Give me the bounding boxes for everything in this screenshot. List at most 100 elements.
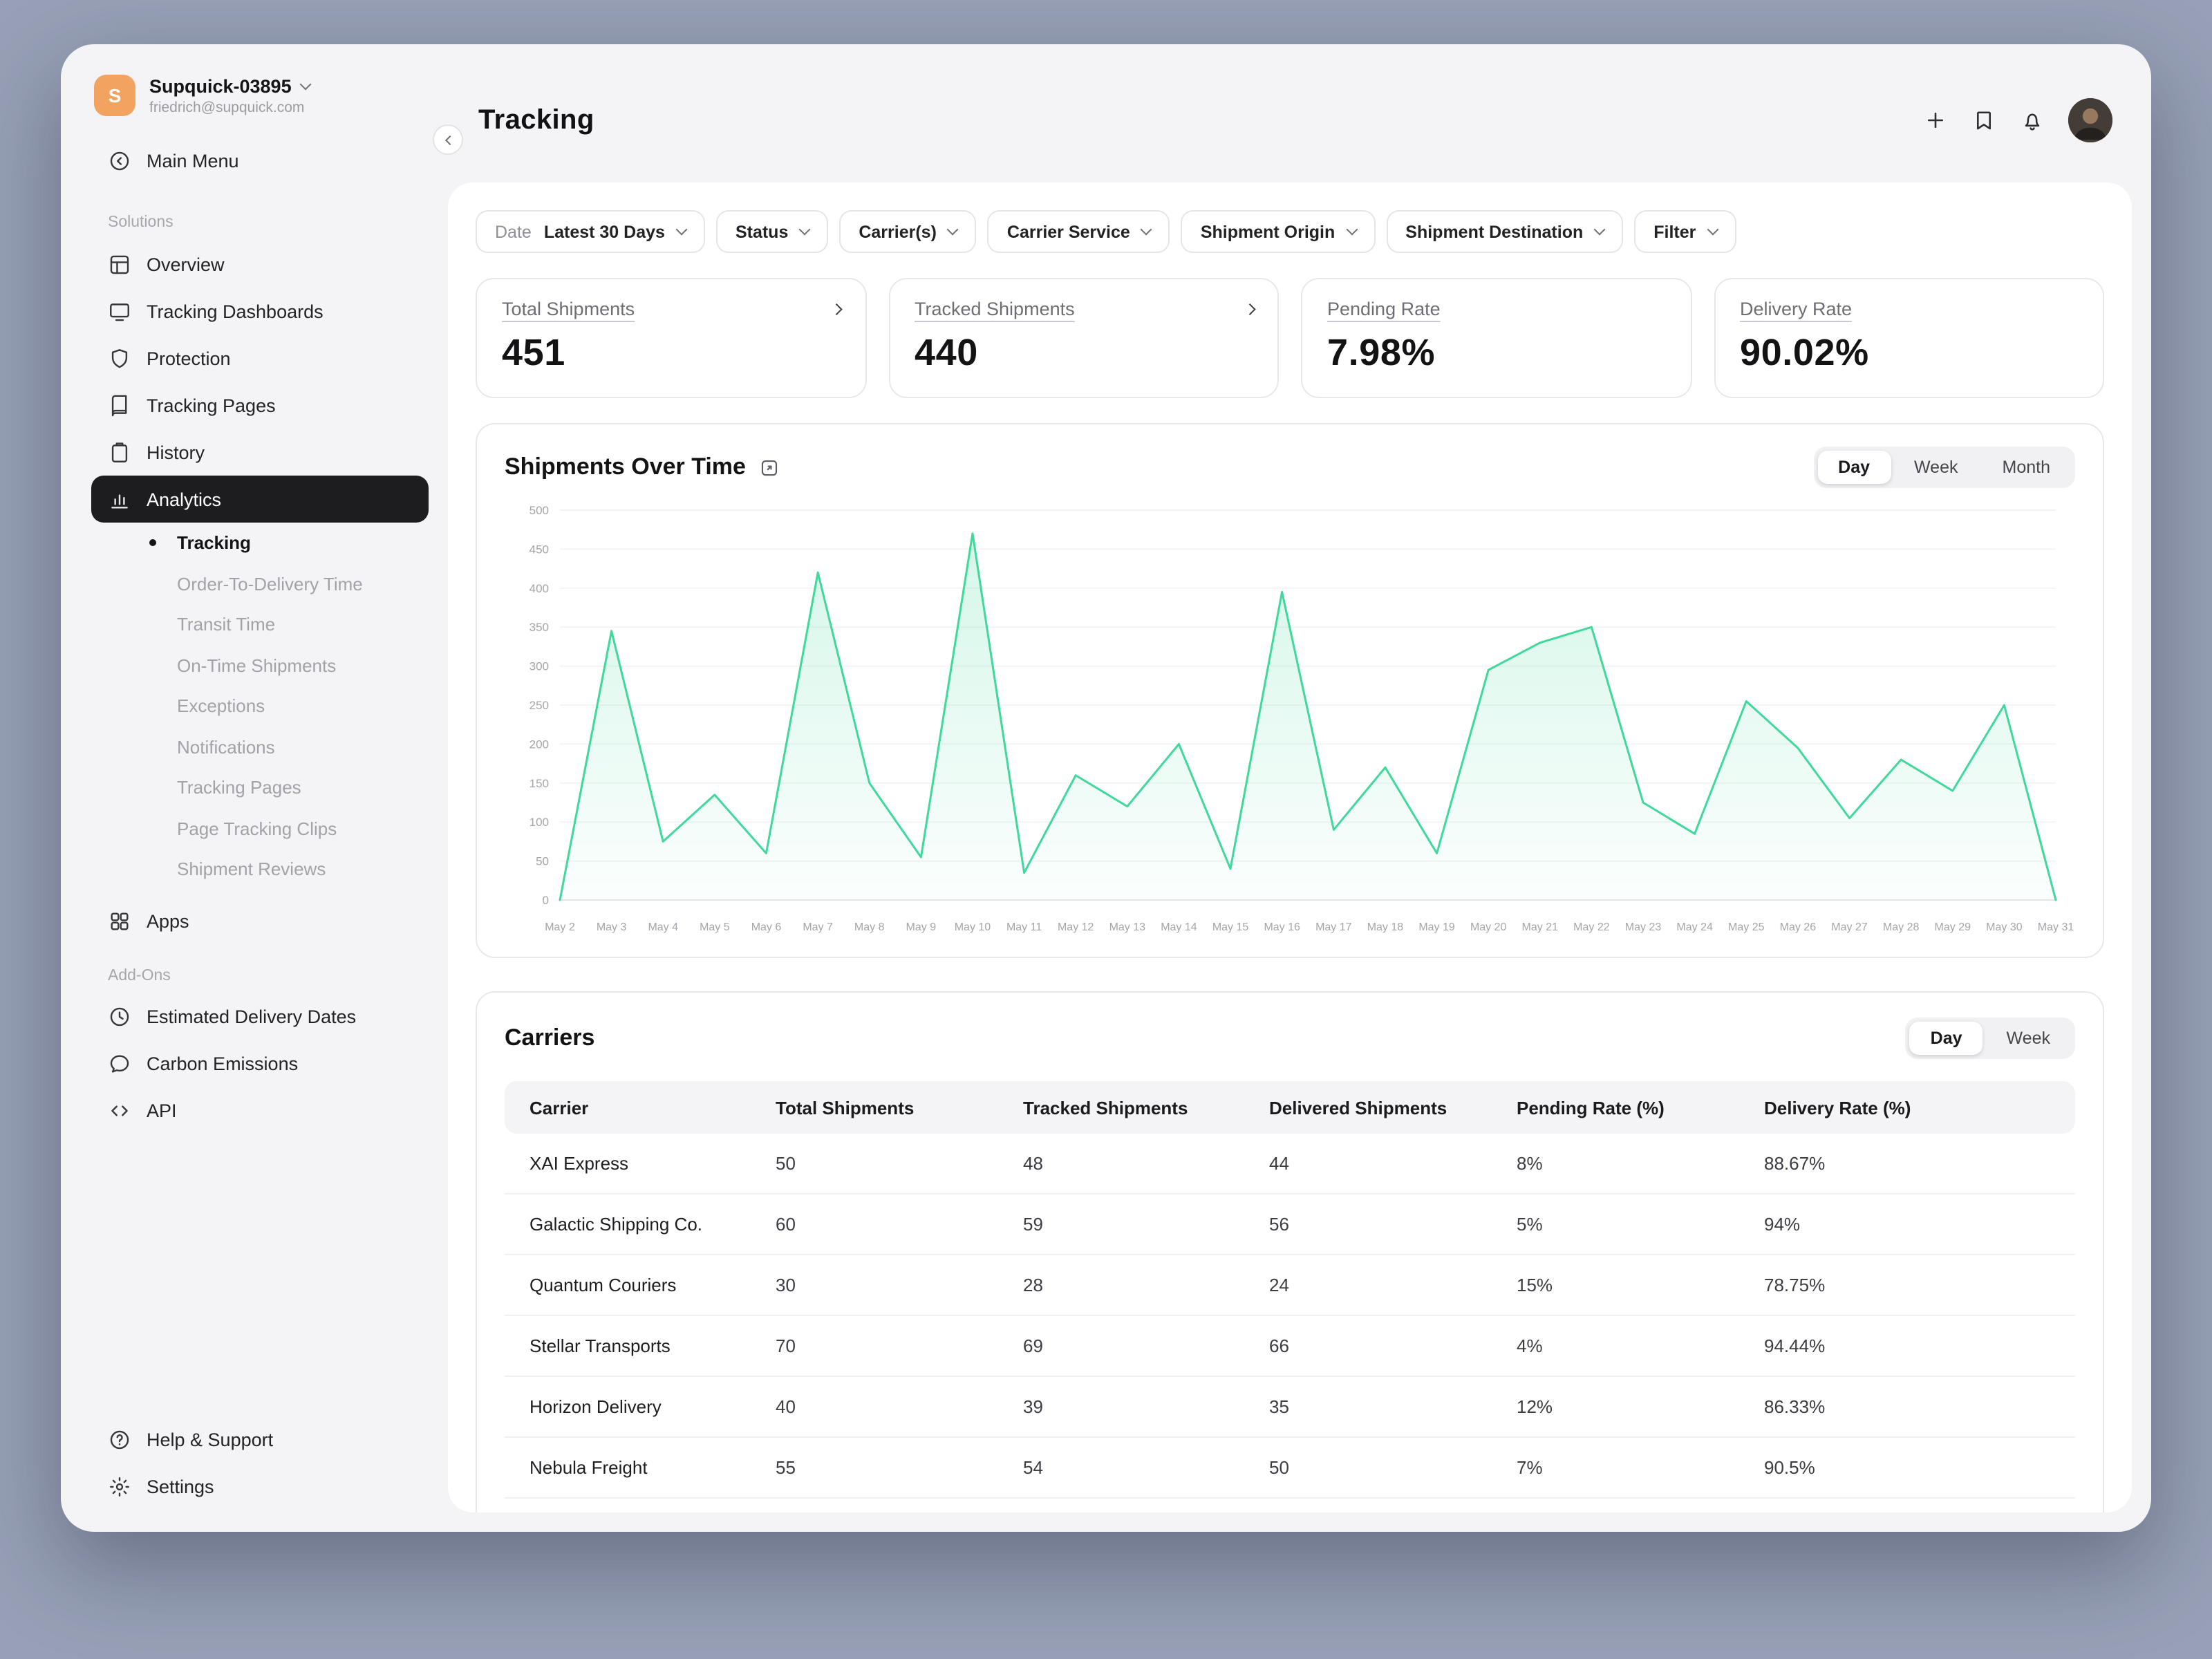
svg-text:May 28: May 28	[1883, 921, 1920, 933]
svg-text:May 14: May 14	[1161, 921, 1197, 933]
table-cell-tracked: 39	[1023, 1396, 1269, 1417]
apps-slot: Apps	[91, 898, 429, 945]
svg-text:May 24: May 24	[1676, 921, 1713, 933]
chevron-down-icon	[1707, 224, 1718, 236]
filter-carrier-service[interactable]: Carrier Service	[988, 210, 1170, 253]
sidebar-item-label: Carbon Emissions	[147, 1053, 298, 1074]
svg-text:400: 400	[529, 582, 549, 595]
user-avatar[interactable]	[2068, 98, 2112, 142]
carriers-range-week[interactable]: Week	[1986, 1022, 2071, 1055]
sidebar-item-label: Analytics	[147, 489, 221, 509]
column-header-delivered-shipments: Delivered Shipments	[1269, 1097, 1517, 1118]
filter-shipment-origin[interactable]: Shipment Origin	[1181, 210, 1375, 253]
chart-title: Shipments Over Time	[505, 453, 746, 481]
tracking-pages-icon	[108, 393, 131, 417]
sidebar-item-carbon-emissions[interactable]: Carbon Emissions	[91, 1040, 429, 1087]
sidebar-subitem-shipment-reviews[interactable]: Shipment Reviews	[91, 849, 429, 890]
filter-label: Carrier Service	[1007, 222, 1130, 241]
filter-date[interactable]: DateLatest 30 Days	[476, 210, 705, 253]
main-menu-label: Main Menu	[147, 151, 239, 171]
sidebar-collapse-button[interactable]	[433, 124, 463, 155]
sidebar-item-api[interactable]: API	[91, 1087, 429, 1134]
table-cell-total: 60	[776, 1214, 1023, 1235]
notifications-bell-icon[interactable]	[2020, 108, 2045, 133]
table-cell-tracked: 69	[1023, 1335, 1269, 1356]
main-menu-link[interactable]: Main Menu	[91, 141, 429, 181]
svg-text:May 6: May 6	[751, 921, 782, 933]
bookmark-icon[interactable]	[1971, 108, 1996, 133]
svg-text:May 3: May 3	[597, 921, 627, 933]
table-cell-delivered: 66	[1269, 1335, 1517, 1356]
table-cell-tracked: 48	[1023, 1153, 1269, 1174]
sidebar-item-settings[interactable]: Settings	[91, 1463, 429, 1510]
chart-range-month[interactable]: Month	[1982, 451, 2072, 484]
table-cell-pending_rate: 12%	[1517, 1396, 1764, 1417]
sidebar-item-tracking-pages[interactable]: Tracking Pages	[91, 382, 429, 429]
help-icon	[108, 1427, 131, 1451]
sidebar-subitem-tracking-pages[interactable]: Tracking Pages	[91, 767, 429, 808]
chevron-down-icon	[299, 78, 311, 90]
active-dot	[149, 703, 156, 710]
expand-chart-icon[interactable]	[760, 457, 780, 478]
sidebar-item-protection[interactable]: Protection	[91, 335, 429, 382]
carriers-card: Carriers DayWeek CarrierTotal ShipmentsT…	[476, 991, 2104, 1512]
sidebar-item-label: Settings	[147, 1476, 214, 1497]
sidebar-item-tracking-dashboards[interactable]: Tracking Dashboards	[91, 288, 429, 335]
sidebar-subitem-label: Tracking	[177, 533, 251, 554]
chart-range-day[interactable]: Day	[1817, 451, 1891, 484]
sidebar-item-label: History	[147, 442, 205, 462]
table-cell-pending_rate: 4%	[1517, 1335, 1764, 1356]
carrier-row-horizon-delivery: Horizon Delivery40393512%86.33%	[505, 1377, 2075, 1438]
filter-carrier-s[interactable]: Carrier(s)	[839, 210, 977, 253]
sidebar-subitem-tracking[interactable]: Tracking	[91, 523, 429, 563]
sidebar-item-label: Tracking Dashboards	[147, 301, 324, 321]
page-title: Tracking	[478, 104, 594, 136]
table-cell-carrier: Horizon Delivery	[505, 1396, 776, 1417]
add-icon[interactable]	[1923, 108, 1948, 133]
sidebar-subitem-transit-time[interactable]: Transit Time	[91, 604, 429, 645]
sidebar-item-apps[interactable]: Apps	[91, 898, 429, 945]
sidebar-subitem-order-to-delivery-time[interactable]: Order-To-Delivery Time	[91, 563, 429, 604]
sidebar-item-estimated-delivery-dates[interactable]: Estimated Delivery Dates	[91, 993, 429, 1040]
svg-text:May 19: May 19	[1418, 921, 1455, 933]
chart-range-toggle: DayWeekMonth	[1813, 447, 2075, 488]
carriers-range-day[interactable]: Day	[1910, 1022, 1983, 1055]
sidebar-subitem-exceptions[interactable]: Exceptions	[91, 686, 429, 727]
tracking-dashboards-icon	[108, 299, 131, 323]
solutions-nav: Overview Tracking Dashboards ProtectionTra…	[91, 241, 429, 523]
chevron-down-icon	[947, 224, 959, 236]
sidebar-subitem-notifications[interactable]: Notifications	[91, 727, 429, 767]
active-dot	[149, 866, 156, 873]
carrier-row-galactic-shipping-co: Galactic Shipping Co.6059565%94%	[505, 1194, 2075, 1255]
filter-shipment-destination[interactable]: Shipment Destination	[1386, 210, 1623, 253]
sidebar-subitem-page-tracking-clips[interactable]: Page Tracking Clips	[91, 808, 429, 849]
chart-range-week[interactable]: Week	[1893, 451, 1978, 484]
table-cell-delivered: 50	[1269, 1457, 1517, 1478]
sidebar-item-help-support[interactable]: Help & Support	[91, 1416, 429, 1463]
workspace-logo: S	[94, 75, 135, 116]
sidebar-item-history[interactable]: History	[91, 429, 429, 476]
svg-text:150: 150	[529, 777, 549, 790]
svg-text:500: 500	[529, 504, 549, 517]
chevron-down-icon	[1346, 224, 1358, 236]
active-dot	[149, 744, 156, 751]
filter-label: Shipment Origin	[1201, 222, 1335, 241]
column-header-tracked-shipments: Tracked Shipments	[1023, 1097, 1269, 1118]
carrier-row-stellar-transports: Stellar Transports7069664%94.44%	[505, 1316, 2075, 1377]
analytics-subnav: Tracking Order-To-Delivery Time Transit Ti…	[91, 523, 429, 890]
kpi-card-tracked-shipments[interactable]: Tracked Shipments440	[888, 278, 1279, 398]
sidebar-item-overview[interactable]: Overview	[91, 241, 429, 288]
workspace-switcher[interactable]: Supquick-03895	[149, 75, 310, 96]
sidebar-item-label: Overview	[147, 254, 225, 274]
sidebar-item-label: Estimated Delivery Dates	[147, 1006, 356, 1027]
kpi-card-total-shipments[interactable]: Total Shipments451	[476, 278, 866, 398]
sidebar-subitem-on-time-shipments[interactable]: On-Time Shipments	[91, 645, 429, 686]
carrier-row-astro-movers: Astro Movers25241920%76.67%	[505, 1499, 2075, 1512]
sidebar-item-analytics[interactable]: Analytics	[91, 476, 429, 523]
table-cell-tracked: 28	[1023, 1275, 1269, 1295]
filter-filter[interactable]: Filter	[1634, 210, 1736, 253]
svg-text:May 27: May 27	[1831, 921, 1868, 933]
table-cell-total: 50	[776, 1153, 1023, 1174]
filter-status[interactable]: Status	[716, 210, 828, 253]
sidebar-subitem-label: Order-To-Delivery Time	[177, 574, 363, 594]
